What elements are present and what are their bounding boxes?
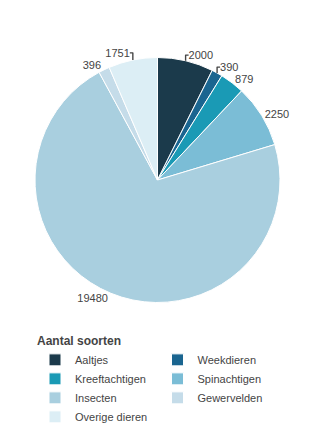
svg-text:Kreeftachtigen: Kreeftachtigen [75,373,146,385]
svg-text:Insecten: Insecten [75,392,117,404]
svg-text:Weekdieren: Weekdieren [198,354,257,366]
svg-text:1751: 1751 [105,47,129,59]
svg-text:19480: 19480 [77,292,108,304]
svg-text:396: 396 [83,59,101,71]
svg-text:Aantal soorten: Aantal soorten [37,334,121,348]
svg-text:Overige dieren: Overige dieren [75,411,147,423]
svg-text:Aaltjes: Aaltjes [75,354,109,366]
svg-text:2250: 2250 [265,108,289,120]
svg-text:879: 879 [235,73,253,85]
svg-text:Spinachtigen: Spinachtigen [198,373,262,385]
svg-text:390: 390 [220,61,238,73]
svg-text:2000: 2000 [189,49,213,61]
svg-text:Gewervelden: Gewervelden [198,392,263,404]
